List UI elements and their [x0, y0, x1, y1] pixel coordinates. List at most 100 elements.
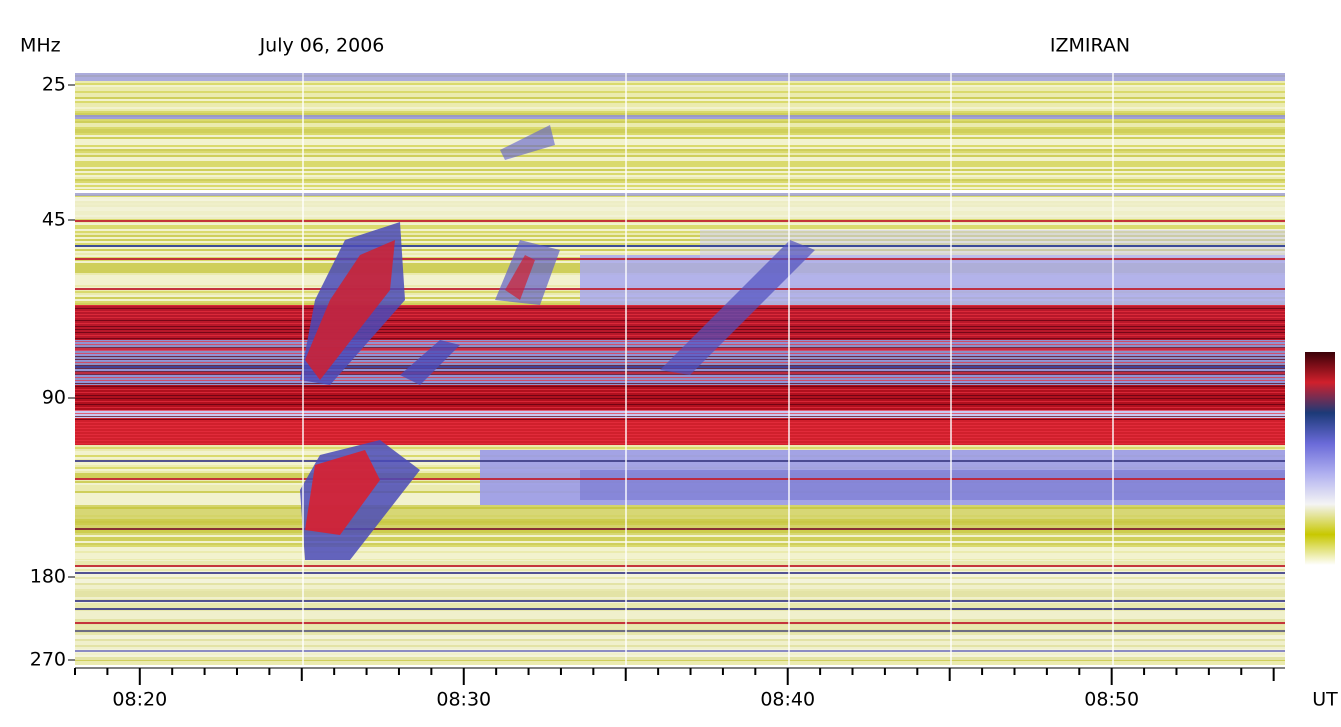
spectrum-region	[75, 183, 1285, 185]
spectrum-region	[75, 141, 1285, 143]
spectrum-region	[75, 572, 1285, 574]
spectrum-region	[75, 413, 1285, 414]
spectrum-region	[75, 428, 1285, 429]
spectrum-region	[75, 541, 1285, 543]
spectrum-region	[75, 332, 1285, 333]
spectrogram	[75, 73, 1285, 665]
spectrum-region	[75, 431, 1285, 432]
spectrum-region	[75, 99, 1285, 101]
spectrum-region	[75, 153, 1285, 155]
burst	[505, 255, 535, 300]
spectrum-region	[75, 323, 1285, 324]
spectrum-region	[75, 220, 1285, 222]
colorbar-scale	[1305, 352, 1335, 565]
spectrum-region	[580, 255, 1285, 305]
spectrum-region	[75, 395, 1285, 396]
spectrum-region	[75, 422, 1285, 423]
spectrum-region	[75, 169, 1285, 171]
y-tick-label: 45	[42, 209, 66, 231]
spectrum-region	[75, 137, 1285, 139]
spectrum-region	[75, 445, 1285, 447]
spectrum-region	[75, 85, 1285, 87]
spectrum-region	[75, 551, 1285, 553]
spectrum-region	[75, 386, 1285, 387]
spectrum-region	[75, 109, 1285, 111]
spectrum-region	[75, 233, 1285, 235]
spectrum-region	[75, 161, 1285, 163]
spectrum-region	[75, 103, 1285, 105]
spectrum-region	[75, 308, 1285, 309]
spectrum-region	[75, 251, 1285, 253]
spectrum-region	[75, 165, 1285, 167]
spectrum-region	[75, 377, 1285, 378]
spectrum-region	[75, 97, 1285, 99]
y-tick-label: 270	[30, 649, 66, 671]
x-tick-label: 08:20	[112, 689, 167, 711]
spectrum-region	[75, 131, 1285, 133]
spectrum-region	[75, 249, 1285, 251]
spectrum-region	[75, 537, 1285, 539]
spectrum-region	[75, 105, 1285, 107]
spectrum-region	[75, 229, 1285, 231]
spectrum-region	[75, 404, 1285, 405]
x-tick-label: 08:40	[760, 689, 815, 711]
spectrum-region	[75, 311, 1285, 312]
spectrum-region	[75, 535, 1285, 537]
spectrum-region	[75, 555, 1285, 557]
spectrum-region	[75, 163, 1285, 165]
spectrum-region	[75, 338, 1285, 339]
spectrum-region	[75, 383, 1285, 384]
spectrum-region	[75, 549, 1285, 551]
spectrum-region	[75, 87, 1285, 89]
spectrum-region	[75, 247, 1285, 249]
spectrum-region	[75, 193, 1285, 196]
spectrum-region	[75, 528, 1285, 530]
spectrum-region	[75, 155, 1285, 157]
spectrum-region	[75, 123, 1285, 125]
spectrum-region	[75, 83, 1285, 85]
x-axis-label: UT	[1312, 689, 1338, 711]
spectrum-region	[75, 663, 1285, 665]
spectrum-region	[75, 320, 1285, 321]
spectrum-region	[75, 89, 1285, 91]
spectrum-region	[75, 288, 1285, 290]
spectrum-region	[75, 227, 1285, 229]
colorbar	[1305, 352, 1335, 565]
spectrum-region	[75, 374, 1285, 375]
burst	[305, 240, 395, 380]
spectrum-region	[75, 419, 1285, 420]
spectrum-region	[75, 241, 1285, 243]
spectrum-region	[75, 149, 1285, 151]
spectrum-region	[75, 239, 1285, 241]
spectrum-region	[950, 73, 952, 665]
spectrum-region	[75, 111, 1285, 113]
spectrum-region	[75, 600, 1285, 602]
spectrum-region	[75, 157, 1285, 159]
spectrum-region	[75, 243, 1285, 245]
spectrum-region	[75, 443, 1285, 444]
spectrum-region	[75, 416, 1285, 417]
spectrum-region	[75, 143, 1285, 145]
spectrum-region	[75, 171, 1285, 173]
spectrum-region	[75, 119, 1285, 121]
spectrum-region	[75, 329, 1285, 330]
x-tick-label: 08:50	[1084, 689, 1139, 711]
spectrum-region	[75, 245, 1285, 247]
spectrum-region	[75, 185, 1285, 187]
burst	[500, 125, 555, 160]
spectrum-region	[75, 175, 1285, 177]
spectrum-region	[75, 565, 1285, 567]
spectrum-region	[75, 661, 1285, 663]
spectrum-region	[1112, 73, 1114, 665]
spectrum-region	[75, 622, 1285, 624]
spectrum-region	[75, 505, 1285, 535]
spectrum-region	[75, 539, 1285, 541]
spectrum-region	[75, 347, 1285, 348]
spectrum-region	[75, 115, 1285, 119]
spectrum-region	[75, 434, 1285, 435]
axes: 25 45 90 180 270 08:20 08:30 08:40 08:50	[30, 74, 1285, 711]
spectrum-region	[75, 460, 1285, 462]
spectrum-region	[75, 398, 1285, 399]
spectrum-region	[302, 73, 304, 665]
